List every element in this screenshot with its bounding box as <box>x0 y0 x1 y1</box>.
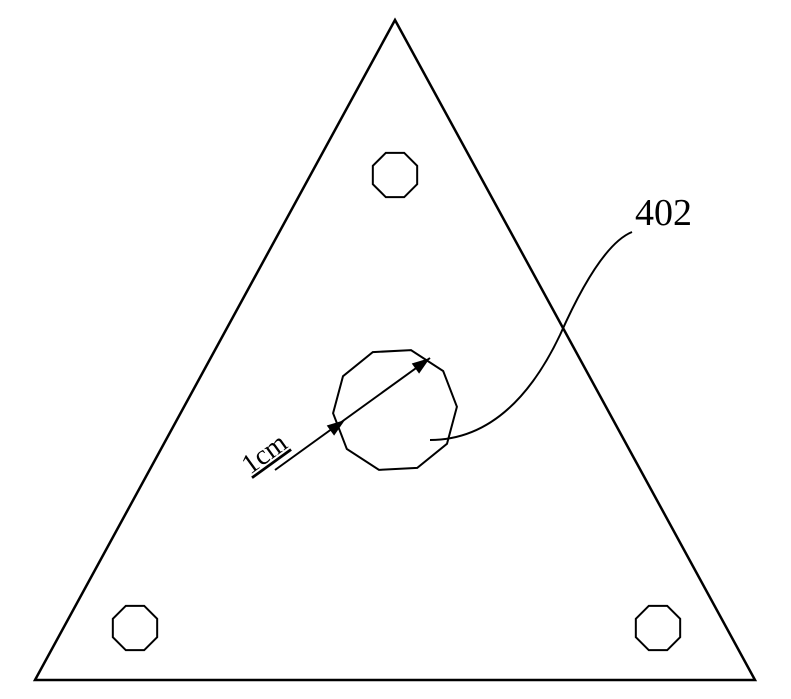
corner-hole-1 <box>113 606 157 650</box>
corner-holes-group <box>113 153 680 650</box>
callout-annotation: 402 <box>430 192 692 440</box>
dimension-label: 1cm <box>236 427 293 480</box>
corner-hole-2 <box>636 606 680 650</box>
center-hole <box>333 350 457 470</box>
technical-diagram: 1cm 402 <box>0 0 791 699</box>
callout-label: 402 <box>635 192 692 234</box>
dimension-annotation: 1cm <box>236 358 430 481</box>
dimension-arrow-end <box>412 358 430 374</box>
corner-hole-0 <box>373 153 417 197</box>
callout-leader <box>430 232 632 440</box>
